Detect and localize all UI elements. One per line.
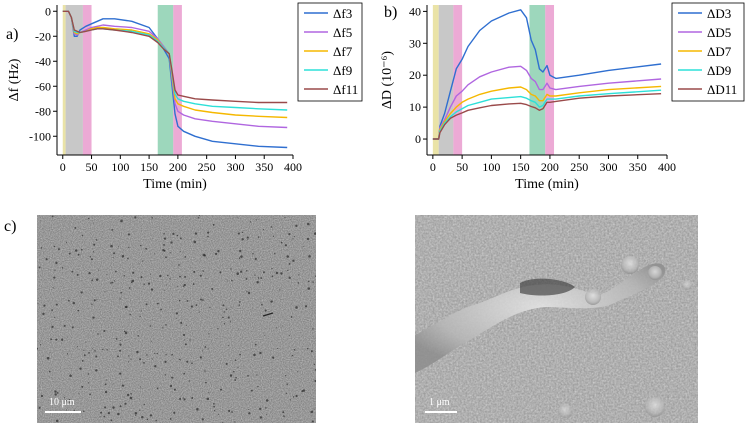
x-tick-label: 400 [658,160,676,174]
x-tick-label: 200 [541,160,559,174]
x-axis-label: Time (min) [143,177,207,192]
series-line-4 [432,93,662,140]
series-line-1 [432,65,662,140]
x-tick-label: 400 [284,160,302,174]
legend-label-1: Δf5 [333,25,352,40]
sem-image-low-magnification: 10 μm [37,215,316,423]
legend-label-2: Δf7 [333,44,353,59]
x-tick-label: 100 [482,160,500,174]
y-tick-label: 10 [409,100,421,114]
shaded-region-4 [545,5,555,155]
legend-box [671,2,745,102]
shaded-region-2 [82,5,92,155]
shaded-region-3 [157,5,174,155]
x-tick-label: 350 [255,160,273,174]
shaded-region-1 [65,5,83,155]
legend-label-3: Δf9 [333,63,352,78]
sem-image-high-magnification: 1 μm [415,215,698,423]
y-tick-label: 0 [45,4,51,18]
y-axis-label: Δf (Hz) [7,58,22,101]
chart-dissipation-shift: 0 50 100 150 200 250 300 350 400 0 10 20 30 40 Time (m… [380,2,745,192]
series-line-0 [432,9,662,140]
legend-label-3: ΔD9 [707,63,731,78]
y-tick-label: 0 [415,132,421,146]
y-tick-label: -40 [35,54,51,68]
legend-label-4: Δf11 [333,82,358,97]
x-tick-label: 150 [512,160,530,174]
shaded-region-0 [62,5,66,155]
shaded-region-4 [173,5,182,155]
series-line-3 [432,89,662,140]
legend-label-1: ΔD5 [707,25,731,40]
x-tick-label: 200 [169,160,187,174]
x-tick-label: 100 [111,160,129,174]
series-line-0 [62,10,288,149]
series-line-4 [62,10,288,104]
shaded-region-0 [432,5,439,155]
y-tick-label: 30 [409,36,421,50]
y-tick-label: -80 [35,104,51,118]
x-tick-label: 150 [140,160,158,174]
chart-frequency-shift: 0 50 100 150 200 250 300 350 400 0 -20 -40 -60 -80 -10… [7,2,363,192]
x-tick-label: 50 [456,160,468,174]
legend-label-0: Δf3 [333,6,352,21]
series-line-2 [62,10,288,119]
y-tick-label: -60 [35,79,51,93]
legend-label-0: ΔD3 [707,6,731,21]
scale-label-left: 10 μm [49,397,75,408]
panel-c-label: c) [4,218,17,235]
scale-bar-left [45,411,81,413]
x-tick-label: 300 [226,160,244,174]
shaded-region-1 [438,5,454,155]
legend-label-2: ΔD7 [707,44,732,59]
x-tick-label: 0 [430,160,436,174]
scale-bar-right [425,411,457,413]
legend-label-4: ΔD11 [707,82,737,97]
shaded-region-3 [529,5,546,155]
scale-label-right: 1 μm [429,397,450,408]
y-tick-label: -100 [29,129,51,143]
series-line-1 [62,10,288,129]
y-axis-label: ΔD (10⁻⁶) [380,51,395,110]
series-line-2 [432,85,662,140]
shaded-region-2 [453,5,463,155]
x-tick-label: 250 [198,160,216,174]
y-tick-label: 20 [409,68,421,82]
panel-b-label: b) [384,4,398,21]
x-tick-label: 300 [599,160,617,174]
series-line-3 [62,10,288,111]
x-axis-label: Time (min) [515,177,579,192]
legend-box [297,2,363,102]
x-tick-label: 0 [60,160,66,174]
panel-a-label: a) [6,26,19,43]
x-tick-label: 250 [570,160,588,174]
y-tick-label: 40 [409,4,421,18]
x-tick-label: 350 [629,160,647,174]
y-tick-label: -20 [35,29,51,43]
x-tick-label: 50 [86,160,98,174]
